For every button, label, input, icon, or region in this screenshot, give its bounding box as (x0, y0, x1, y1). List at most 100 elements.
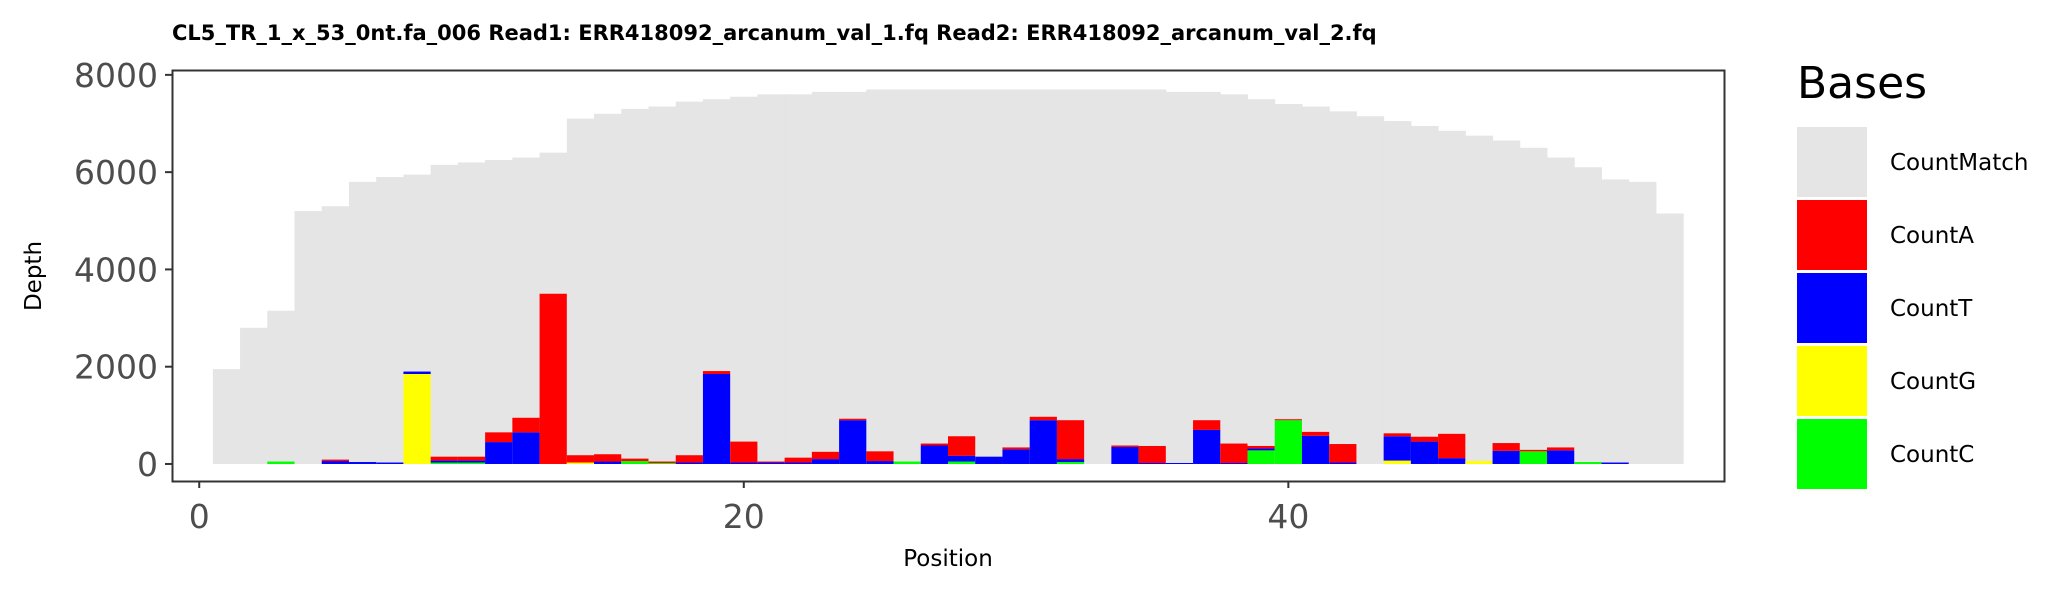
bar-countt (1438, 458, 1466, 464)
legend-label-countg: CountG (1890, 369, 1976, 395)
bar-counta (1220, 443, 1248, 464)
bar-countmatch (1410, 125, 1439, 464)
bar-countc (1519, 451, 1548, 464)
bar-countmatch (648, 106, 677, 464)
bar-counta (539, 293, 567, 464)
bar-countmatch (1274, 104, 1303, 464)
bar-counta (675, 455, 703, 463)
x-axis-label: Position (903, 546, 993, 572)
bar-counta (566, 455, 595, 463)
bar-countg (1383, 460, 1411, 464)
bar-countmatch (376, 177, 404, 464)
legend-swatch-countt (1797, 273, 1867, 343)
bar-countmatch (1247, 99, 1276, 464)
bar-counta (1138, 445, 1166, 464)
bar-countmatch (811, 91, 840, 464)
bar-counta (730, 441, 758, 463)
bar-countmatch (485, 159, 513, 464)
bar-countmatch (1655, 213, 1684, 464)
bar-countc (1274, 420, 1302, 464)
bar-counta (784, 457, 812, 463)
y-tick-label: 2000 (74, 348, 158, 387)
bar-countt (1383, 436, 1411, 461)
bar-countt (1492, 450, 1520, 464)
bar-counta (920, 443, 948, 446)
bar-counta (1274, 419, 1302, 421)
bar-counta (1410, 436, 1439, 442)
bar-countmatch (1356, 116, 1385, 464)
bar-countg (1465, 461, 1493, 464)
legend-label-countmatch: CountMatch (1890, 150, 2028, 176)
bar-countc (648, 463, 676, 465)
legend-swatch-countg (1797, 346, 1867, 416)
bar-countc (948, 461, 976, 464)
bar-countmatch (948, 89, 976, 464)
bar-countt (1601, 462, 1629, 464)
bar-countmatch (920, 89, 949, 464)
bar-counta (1492, 443, 1520, 451)
bar-countt (839, 420, 867, 464)
bar-counta (1438, 433, 1466, 459)
x-tick-label: 0 (189, 497, 210, 536)
legend-label-counta: CountA (1890, 223, 1974, 249)
bar-countc (430, 462, 458, 464)
bar-countmatch (866, 89, 895, 464)
bar-countmatch (1084, 89, 1112, 464)
bar-countmatch (1056, 89, 1085, 464)
bar-counta (1193, 420, 1221, 430)
bar-countmatch (757, 94, 786, 464)
bar-counta (621, 458, 649, 462)
bar-countmatch (1383, 121, 1412, 464)
bar-countt (348, 462, 377, 464)
bar-countt (321, 461, 349, 464)
bar-countt (430, 460, 458, 463)
legend-label-countc: CountC (1890, 442, 1974, 468)
bar-counta (866, 451, 894, 462)
bar-countmatch (512, 157, 541, 464)
bar-countt (757, 462, 785, 464)
plot-border (171, 69, 1726, 483)
bar-countmatch (240, 327, 268, 464)
y-tick-label: 6000 (74, 153, 158, 192)
bar-counta (648, 461, 676, 464)
legend-title: Bases (1797, 58, 1927, 109)
bar-countmatch (1002, 89, 1031, 464)
bar-countmatch (1193, 91, 1221, 464)
bar-countt (594, 461, 622, 464)
bar-countt (702, 373, 731, 464)
bar-countmatch (294, 211, 323, 464)
bar-countc (1247, 450, 1275, 464)
bar-countmatch (1628, 181, 1657, 464)
y-axis-label: Depth (21, 241, 47, 311)
bar-countmatch (1574, 167, 1602, 464)
bar-counta (811, 451, 840, 460)
bar-countmatch (457, 162, 486, 464)
bar-countmatch (212, 369, 241, 464)
bar-countmatch (1029, 89, 1058, 464)
bar-countt (948, 455, 976, 462)
bar-countmatch (675, 101, 704, 464)
legend-label-countt: CountT (1890, 296, 1973, 322)
bar-countt (975, 456, 1003, 464)
bar-countmatch (430, 164, 459, 464)
y-tick-label: 4000 (74, 250, 158, 289)
bar-countg (403, 373, 431, 464)
bar-counta (512, 417, 540, 433)
bar-countmatch (1438, 130, 1466, 464)
bar-countt (1220, 463, 1248, 465)
bar-countc (457, 462, 486, 464)
x-tick-label: 40 (1267, 497, 1309, 536)
bar-counta (1029, 416, 1057, 421)
bar-countmatch (1329, 111, 1357, 464)
bar-countmatch (321, 206, 350, 464)
bar-countt (1002, 449, 1030, 464)
bar-countc (1574, 462, 1602, 464)
bar-countt (457, 460, 486, 463)
bar-counta (1519, 449, 1548, 452)
bar-countmatch (267, 310, 296, 464)
bar-countt (1138, 463, 1166, 465)
bar-countt (811, 459, 840, 464)
bar-countt (1029, 420, 1057, 464)
